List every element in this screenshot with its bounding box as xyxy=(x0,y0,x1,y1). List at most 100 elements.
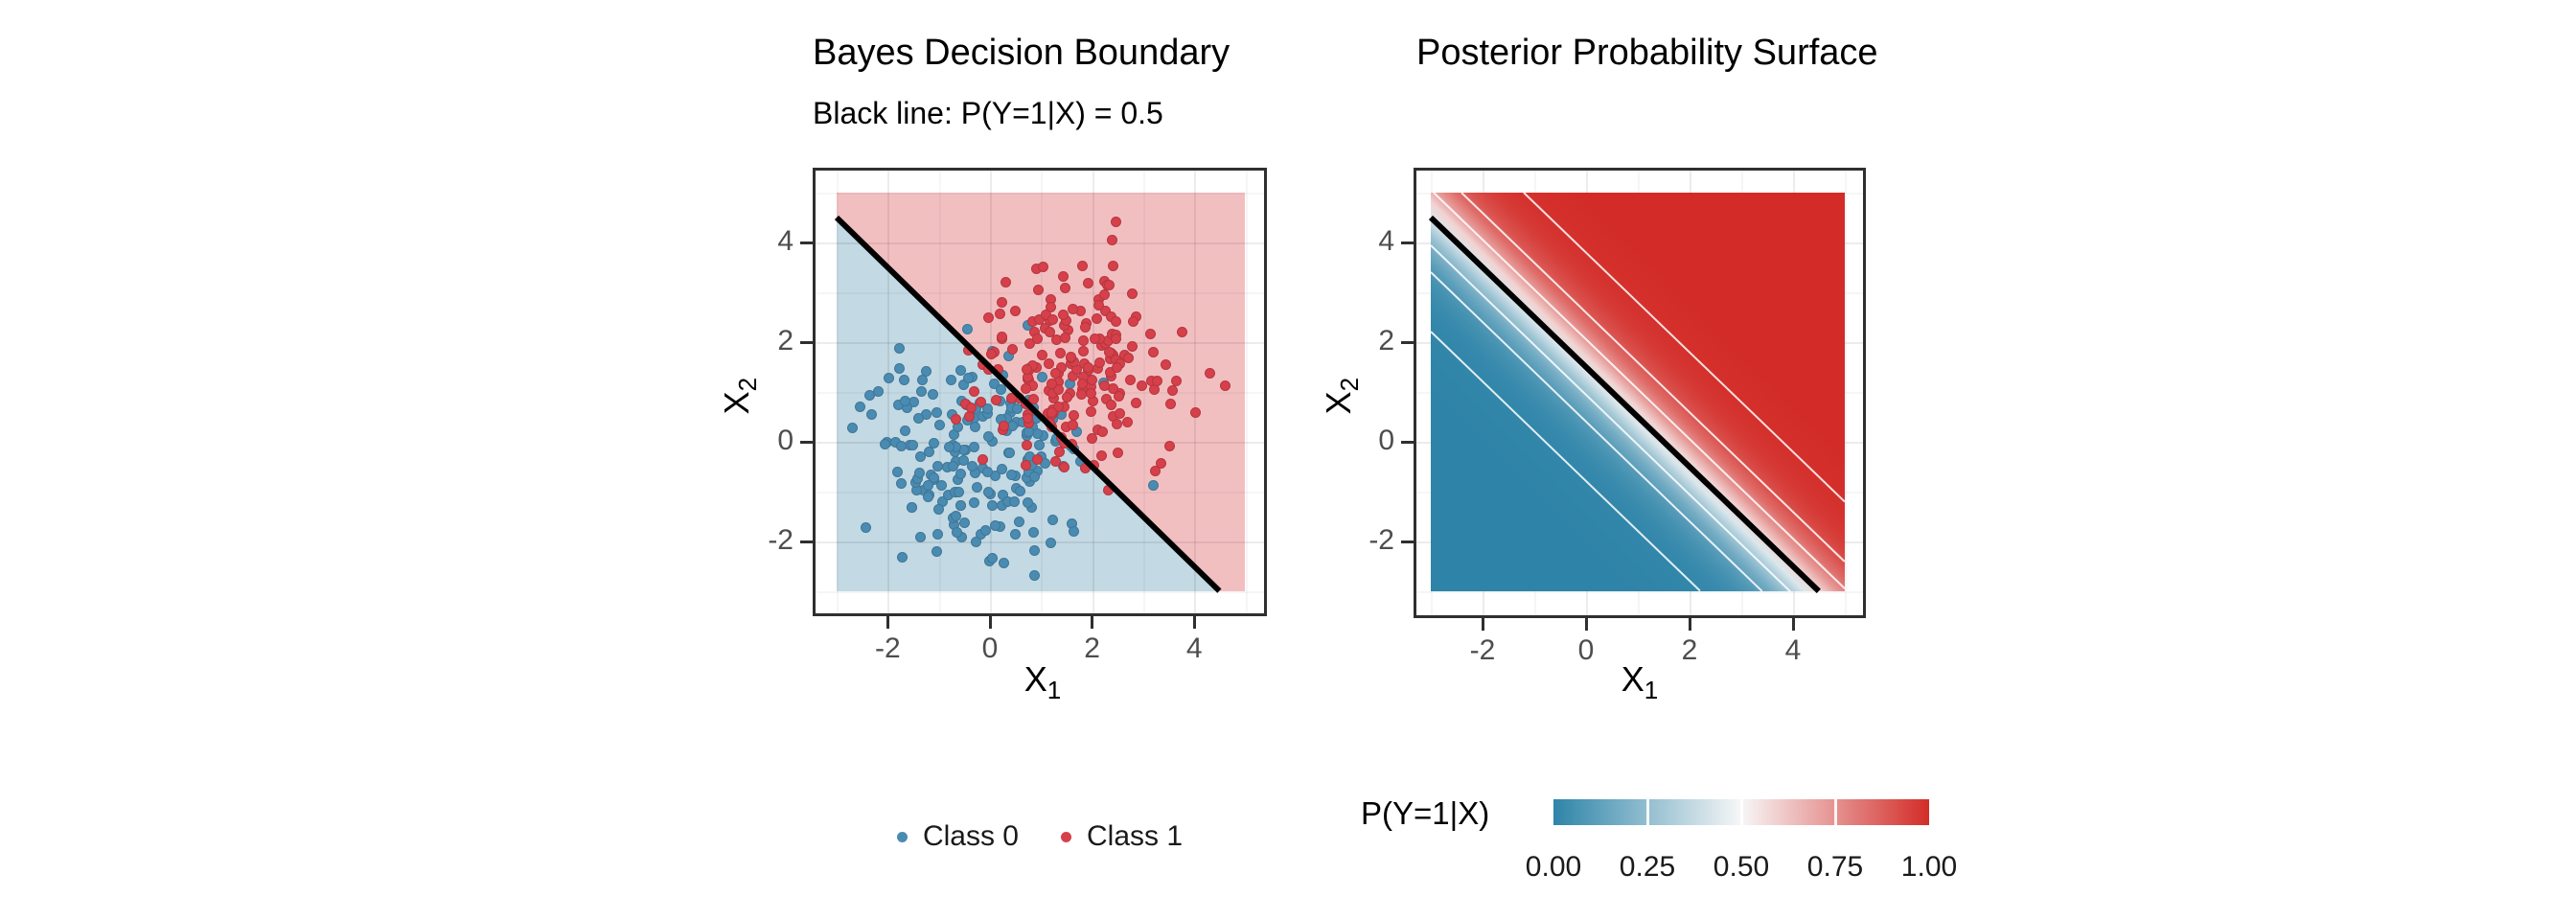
scatter-point-class-0 xyxy=(883,372,894,383)
scatter-point-class-0 xyxy=(1028,471,1040,482)
scatter-point-class-0 xyxy=(912,413,924,424)
scatter-point-class-0 xyxy=(950,510,961,521)
x-axis-label-right: X1 xyxy=(1621,659,1659,705)
scatter-point-class-0 xyxy=(966,461,978,472)
colorbar-tick-label: 1.00 xyxy=(1900,851,1958,883)
scatter-point-class-0 xyxy=(1046,537,1057,548)
scatter-point-class-0 xyxy=(958,455,970,467)
scatter-point-class-1 xyxy=(1057,310,1069,321)
scatter-point-class-0 xyxy=(981,402,993,414)
x-tick-mark xyxy=(1192,616,1196,629)
scatter-point-class-1 xyxy=(966,402,977,414)
scatter-point-class-1 xyxy=(1176,327,1187,338)
class1-dot-icon xyxy=(1061,831,1071,842)
scatter-point-class-1 xyxy=(1021,439,1032,450)
scatter-point-class-1 xyxy=(990,394,1001,405)
gridline-vertical xyxy=(1194,168,1197,616)
x-tick-label: 0 xyxy=(981,632,999,664)
x-tick-mark xyxy=(1091,616,1094,629)
scatter-point-class-1 xyxy=(1090,334,1101,345)
scatter-point-class-1 xyxy=(1079,321,1091,333)
gridline-horizontal xyxy=(813,193,1267,195)
scatter-point-class-1 xyxy=(1096,450,1108,462)
scatter-point-class-1 xyxy=(1028,393,1040,404)
scatter-point-class-0 xyxy=(969,496,980,508)
scatter-point-class-1 xyxy=(1093,300,1105,311)
scatter-point-class-1 xyxy=(1031,334,1043,345)
scatter-point-class-0 xyxy=(1037,372,1048,383)
scatter-point-class-0 xyxy=(955,469,967,480)
scatter-point-class-0 xyxy=(987,553,999,564)
scatter-point-class-1 xyxy=(1125,375,1137,386)
scatter-point-class-0 xyxy=(932,504,944,516)
scatter-point-class-1 xyxy=(1058,270,1070,282)
scatter-point-class-1 xyxy=(1044,326,1055,337)
scatter-point-class-1 xyxy=(1053,384,1065,396)
scatter-point-class-1 xyxy=(1059,333,1070,344)
scatter-point-class-1 xyxy=(1047,314,1059,325)
scatter-point-class-0 xyxy=(1004,447,1016,458)
scatter-point-class-0 xyxy=(861,521,872,533)
scatter-point-class-1 xyxy=(1077,379,1089,390)
scatter-point-class-1 xyxy=(1204,368,1215,380)
legend-item-class1: Class 1 xyxy=(1061,820,1183,853)
scatter-point-class-1 xyxy=(994,308,1005,319)
scatter-point-class-1 xyxy=(1149,465,1161,476)
scatter-point-class-0 xyxy=(917,375,929,386)
scatter-point-class-0 xyxy=(972,482,983,494)
scatter-point-class-0 xyxy=(854,402,865,413)
scatter-point-class-0 xyxy=(1011,402,1023,414)
scatter-point-class-0 xyxy=(894,363,906,375)
scatter-point-class-0 xyxy=(963,372,974,383)
scatter-point-class-1 xyxy=(1165,398,1176,409)
scatter-point-class-1 xyxy=(1160,359,1171,371)
x-tick-mark xyxy=(988,616,992,629)
scatter-point-class-1 xyxy=(1046,378,1057,389)
scatter-point-class-1 xyxy=(1046,407,1058,419)
scatter-point-class-0 xyxy=(899,375,910,386)
scatter-point-class-1 xyxy=(1082,362,1093,374)
class-legend: Class 0 Class 1 xyxy=(813,820,1267,853)
scatter-point-class-0 xyxy=(1028,570,1040,582)
x-tick-label: 4 xyxy=(1784,634,1802,666)
scatter-point-class-1 xyxy=(1037,349,1048,360)
x-tick-mark xyxy=(886,616,889,629)
gridline-horizontal xyxy=(813,242,1267,244)
scatter-point-class-1 xyxy=(985,348,997,359)
scatter-point-class-0 xyxy=(1010,528,1022,540)
scatter-point-class-1 xyxy=(1126,341,1138,353)
scatter-point-class-1 xyxy=(1020,382,1031,394)
scatter-point-class-1 xyxy=(1115,407,1126,419)
scatter-point-class-1 xyxy=(1060,283,1071,293)
x-tick-label: 4 xyxy=(1185,632,1203,664)
scatter-point-class-1 xyxy=(1010,305,1022,316)
legend-label-class1: Class 1 xyxy=(1087,820,1184,852)
scatter-point-class-1 xyxy=(1166,384,1178,396)
scatter-point-class-0 xyxy=(1027,527,1039,539)
left-plot-subtitle: Black line: P(Y=1|X) = 0.5 xyxy=(813,96,1163,130)
scatter-point-class-1 xyxy=(1110,316,1121,328)
y-tick-label: 4 xyxy=(777,225,794,257)
scatter-point-class-1 xyxy=(1104,346,1116,357)
scatter-point-class-0 xyxy=(1023,497,1034,509)
scatter-point-class-0 xyxy=(924,447,935,458)
scatter-point-class-1 xyxy=(1163,440,1175,451)
scatter-point-class-0 xyxy=(1069,525,1080,537)
scatter-point-class-1 xyxy=(1127,288,1138,300)
scatter-point-class-0 xyxy=(929,438,940,449)
scatter-point-class-1 xyxy=(1098,289,1110,301)
scatter-point-class-1 xyxy=(1067,419,1078,430)
y-tick-label: -2 xyxy=(1368,524,1394,556)
scatter-point-class-0 xyxy=(1047,514,1059,525)
y-tick-label: 2 xyxy=(777,325,794,356)
y-tick-mark xyxy=(1401,540,1414,543)
colorbar-tick-label: 0.25 xyxy=(1619,851,1676,883)
scatter-point-class-0 xyxy=(935,479,947,491)
scatter-point-class-0 xyxy=(927,389,938,401)
gridline-vertical xyxy=(1143,168,1145,616)
y-tick-mark xyxy=(1401,440,1414,444)
scatter-point-class-0 xyxy=(987,500,999,512)
scatter-point-class-1 xyxy=(1094,357,1106,369)
scatter-point-class-1 xyxy=(1112,361,1123,373)
